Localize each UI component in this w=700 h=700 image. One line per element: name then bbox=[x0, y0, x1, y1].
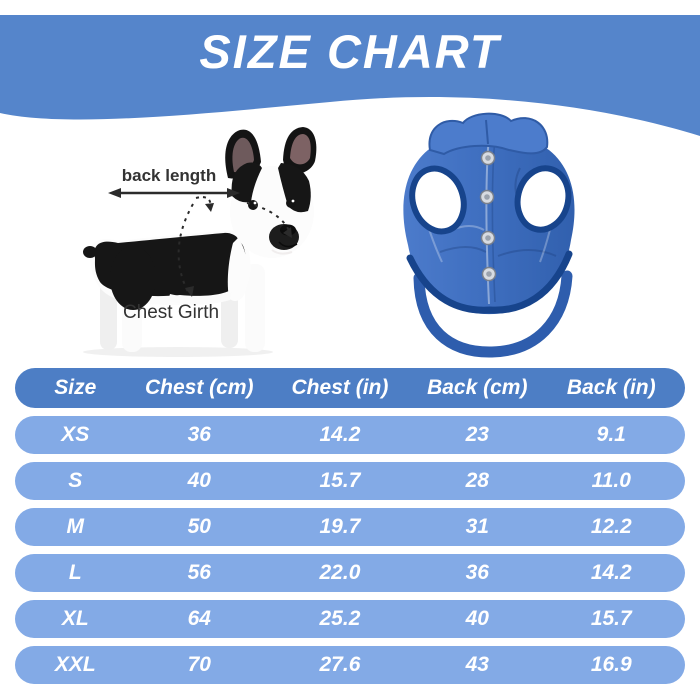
back-cm-value: 43 bbox=[465, 653, 489, 676]
measurement-diagram bbox=[83, 112, 575, 358]
table-row-xs: XS 36 14.2 23 9.1 bbox=[15, 416, 685, 454]
header-cell-chest-cm: Chest (cm) bbox=[144, 376, 254, 399]
back-in-value: 16.9 bbox=[590, 653, 632, 676]
chest-cm-value: 36 bbox=[187, 423, 211, 446]
chest-girth-label: Chest Girth bbox=[122, 302, 220, 323]
chest-cm-value: 64 bbox=[187, 607, 211, 630]
size-value: S bbox=[68, 469, 83, 492]
chest-in-value: 15.7 bbox=[319, 469, 361, 492]
back-in-value: 14.2 bbox=[590, 561, 632, 584]
chest-in-value: 14.2 bbox=[319, 423, 361, 446]
chest-in-value: 19.7 bbox=[319, 515, 361, 538]
back-cm-value: 31 bbox=[465, 515, 489, 538]
table-row-l: L 56 22.0 36 14.2 bbox=[15, 554, 685, 592]
chest-in-value: 25.2 bbox=[319, 607, 361, 630]
back-in-value: 15.7 bbox=[590, 607, 632, 630]
table-row-xxl: XXL 70 27.6 43 16.9 bbox=[15, 646, 685, 684]
back-in-value: 12.2 bbox=[590, 515, 632, 538]
chest-in-value: 27.6 bbox=[319, 653, 361, 676]
header-cell-back-in: Back (in) bbox=[566, 376, 656, 399]
size-value: M bbox=[66, 515, 85, 538]
page-title: SIZE CHART bbox=[199, 25, 501, 78]
back-in-value: 11.0 bbox=[591, 469, 631, 492]
back-length-arrow bbox=[108, 188, 240, 198]
back-cm-value: 28 bbox=[465, 469, 489, 492]
table-row-s: S 40 15.7 28 11.0 bbox=[15, 462, 685, 500]
back-cm-value: 23 bbox=[465, 423, 489, 446]
chest-cm-value: 50 bbox=[187, 515, 211, 538]
chest-in-value: 22.0 bbox=[319, 561, 361, 584]
size-value: L bbox=[68, 561, 82, 584]
chest-cm-value: 40 bbox=[187, 469, 211, 492]
back-length-label: back length bbox=[121, 166, 217, 185]
size-value: XL bbox=[61, 607, 89, 630]
jacket-illustration bbox=[403, 112, 575, 358]
table-row-xl: XL 64 25.2 40 15.7 bbox=[15, 600, 685, 638]
back-in-value: 9.1 bbox=[596, 423, 626, 446]
chest-cm-value: 56 bbox=[187, 561, 211, 584]
table-row-m: M 50 19.7 31 12.2 bbox=[15, 508, 685, 546]
table-header-row: Size Chest (cm) Chest (in) Back (cm) Bac… bbox=[15, 368, 685, 408]
header-cell-chest-in: Chest (in) bbox=[291, 376, 389, 399]
chest-cm-value: 70 bbox=[187, 653, 211, 676]
header-cell-back-cm: Back (cm) bbox=[427, 376, 528, 399]
back-cm-value: 36 bbox=[465, 561, 489, 584]
size-value: XS bbox=[61, 423, 90, 446]
back-cm-value: 40 bbox=[465, 607, 489, 630]
size-value: XXL bbox=[54, 653, 96, 676]
chest-girth-dotted-arc bbox=[177, 203, 194, 293]
size-table: Size Chest (cm) Chest (in) Back (cm) Bac… bbox=[15, 368, 685, 692]
dog-illustration bbox=[83, 127, 317, 357]
header-cell-size: Size bbox=[54, 376, 97, 399]
snap-buttons bbox=[479, 150, 497, 282]
